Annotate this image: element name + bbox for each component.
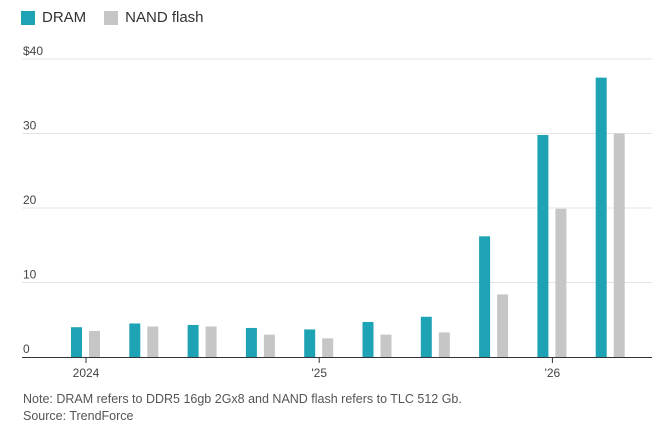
- y-tick-label: 10: [23, 268, 37, 282]
- y-tick-label: 30: [23, 119, 37, 133]
- bar-nand-2: [205, 326, 217, 357]
- bar-nand-0: [89, 330, 100, 357]
- bar-nand-6: [438, 332, 450, 357]
- x-tick-label: '26: [545, 366, 561, 380]
- legend-item-dram: DRAM: [21, 9, 86, 26]
- bar-nand-9: [613, 133, 625, 357]
- bar-nand-1: [147, 326, 159, 357]
- bar-dram-0: [71, 327, 82, 357]
- bar-dram-3: [245, 327, 257, 357]
- note-text: Note: DRAM refers to DDR5 16gb 2Gx8 and …: [23, 392, 462, 406]
- bar-dram-6: [420, 316, 432, 357]
- legend-label-dram: DRAM: [42, 9, 87, 26]
- legend: DRAM NAND flash: [21, 9, 204, 26]
- bar-nand-7: [497, 294, 509, 357]
- bar-dram-7: [479, 236, 491, 357]
- y-tick-label: $40: [23, 44, 43, 58]
- legend-swatch-dram: [21, 10, 35, 25]
- y-tick-label: 20: [23, 193, 37, 207]
- legend-item-nand: NAND flash: [104, 9, 204, 26]
- bar-nand-4: [322, 338, 334, 357]
- bar-nand-5: [380, 334, 392, 357]
- bar-dram-2: [187, 324, 199, 357]
- bar-nand-8: [555, 208, 567, 357]
- y-tick-label: 0: [23, 342, 30, 356]
- bar-dram-5: [362, 321, 374, 357]
- source-text: Source: TrendForce: [23, 409, 134, 423]
- bar-dram-4: [304, 329, 316, 357]
- x-tick-label: 2024: [73, 366, 100, 380]
- bar-dram-8: [537, 134, 549, 357]
- bar-dram-9: [595, 77, 607, 357]
- legend-label-nand: NAND flash: [125, 9, 204, 26]
- bar-dram-1: [129, 323, 141, 357]
- bar-nand-3: [263, 334, 275, 357]
- x-tick-label: '25: [311, 366, 327, 380]
- legend-swatch-nand: [104, 10, 119, 25]
- chart-notes: Note: DRAM refers to DDR5 16gb 2Gx8 and …: [23, 391, 462, 425]
